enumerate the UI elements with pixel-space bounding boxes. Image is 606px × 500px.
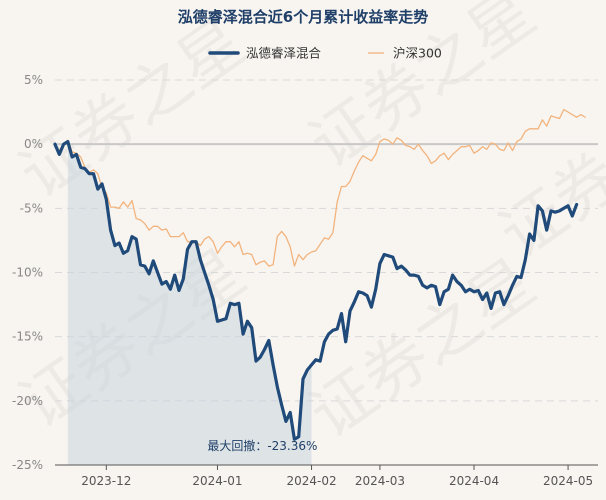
y-tick-label-3: -10% [12, 266, 43, 280]
max-drawdown-label: 最大回撤：-23.36% [207, 438, 317, 453]
watermark-text-1: 证券之星 [297, 0, 549, 183]
x-tick-label-0: 2023-12 [81, 474, 131, 488]
watermark-text-4: 证券之星 [487, 66, 606, 273]
x-tick-label-5: 2024-05 [543, 474, 593, 488]
x-tick-label-2: 2024-02 [286, 474, 336, 488]
series-line-fund [53, 140, 579, 441]
chart-title: 泓德睿泽混合近6个月累计收益率走势 [178, 8, 428, 26]
max-drawdown-area [67, 141, 312, 465]
x-tick-label-1: 2024-01 [192, 474, 242, 488]
y-tick-label-1: 0% [24, 137, 43, 151]
legend: 泓德睿泽混合 沪深300 [208, 46, 442, 61]
x-axis: 2023-12 2024-01 2024-02 2024-03 2024-04 2024-… [55, 464, 598, 488]
legend-label-index: 沪深300 [393, 46, 442, 61]
drawdown-layer [67, 141, 312, 465]
x-tick-label-3: 2024-03 [355, 474, 405, 488]
y-tick-label-0: 5% [24, 73, 43, 87]
y-tick-label-4: -15% [12, 330, 43, 344]
y-tick-label-5: -20% [12, 394, 43, 408]
series-line-index [54, 108, 586, 267]
legend-label-fund: 泓德睿泽混合 [246, 46, 322, 61]
watermark-text-3: 证券之星 [297, 246, 549, 453]
y-axis: 5% 0% -5% -10% -15% -20% -25% [12, 73, 43, 472]
y-tick-label-6: -25% [12, 458, 43, 472]
series-layer [53, 108, 586, 441]
y-tick-label-2: -5% [20, 201, 43, 215]
watermark-text-0: 证券之星 [7, 6, 259, 213]
x-tick-label-4: 2024-04 [449, 474, 499, 488]
